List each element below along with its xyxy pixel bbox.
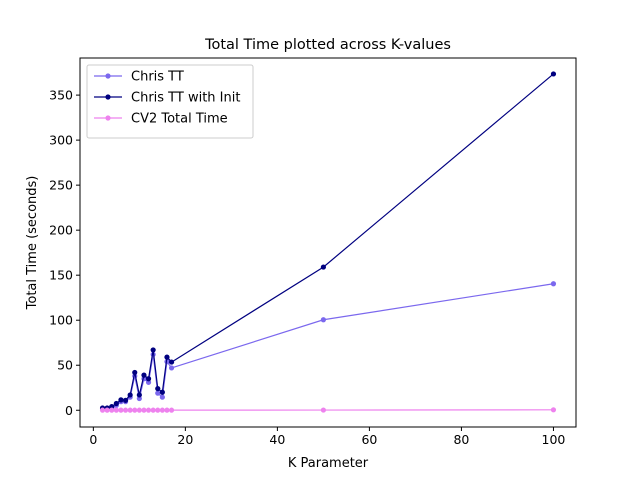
data-point-cv2-total-time (123, 408, 128, 413)
data-point-cv2-total-time (164, 408, 169, 413)
data-point-chris-tt (155, 391, 160, 396)
data-point-cv2-total-time (151, 408, 156, 413)
data-point-cv2-total-time (551, 407, 556, 412)
y-tick-label: 50 (57, 358, 73, 373)
y-tick-label: 200 (49, 223, 73, 238)
x-tick-label: 40 (269, 432, 285, 447)
data-point-cv2-total-time (169, 408, 174, 413)
x-tick-label: 80 (453, 432, 469, 447)
data-point-chris-tt-with-init (146, 376, 151, 381)
data-point-cv2-total-time (160, 408, 165, 413)
y-tick-label: 250 (49, 178, 73, 193)
y-tick-label: 100 (49, 313, 73, 328)
legend-label-cv2-total-time: CV2 Total Time (131, 112, 228, 127)
y-tick-label: 0 (65, 403, 73, 418)
data-point-chris-tt-with-init (155, 386, 160, 391)
data-point-chris-tt-with-init (141, 373, 146, 378)
data-point-cv2-total-time (141, 408, 146, 413)
legend-label-chris-tt: Chris TT (131, 70, 184, 85)
data-point-chris-tt-with-init (114, 401, 119, 406)
legend-label-chris-tt-with-init: Chris TT with Init (131, 91, 240, 106)
data-point-chris-tt-with-init (164, 355, 169, 360)
data-point-chris-tt-with-init (123, 398, 128, 403)
data-point-cv2-total-time (109, 408, 114, 413)
x-tick-label: 0 (89, 432, 97, 447)
y-tick-label: 300 (49, 133, 73, 148)
data-point-cv2-total-time (132, 408, 137, 413)
legend-swatch-marker-chris-tt-with-init (105, 94, 110, 99)
data-point-chris-tt (169, 365, 174, 370)
data-point-cv2-total-time (128, 408, 133, 413)
data-point-chris-tt (321, 317, 326, 322)
data-point-chris-tt-with-init (118, 397, 123, 402)
data-point-chris-tt (160, 395, 165, 400)
data-point-chris-tt (551, 281, 556, 286)
data-point-cv2-total-time (137, 408, 142, 413)
x-axis-label: K Parameter (288, 456, 369, 471)
x-tick-label: 20 (177, 432, 193, 447)
chart-title: Total Time plotted across K-values (204, 37, 451, 53)
data-point-chris-tt-with-init (321, 264, 326, 269)
data-point-cv2-total-time (114, 408, 119, 413)
y-tick-label: 150 (49, 268, 73, 283)
legend-swatch-marker-chris-tt (105, 73, 110, 78)
data-point-chris-tt-with-init (128, 392, 133, 397)
data-point-chris-tt-with-init (169, 359, 174, 364)
y-axis-label: Total Time (seconds) (25, 176, 40, 311)
data-point-cv2-total-time (105, 408, 110, 413)
legend-swatch-marker-cv2-total-time (105, 115, 110, 120)
x-tick-label: 100 (542, 432, 566, 447)
data-point-cv2-total-time (100, 408, 105, 413)
data-point-cv2-total-time (146, 408, 151, 413)
data-point-chris-tt-with-init (151, 347, 156, 352)
legend: Chris TT Chris TT with Init CV2 Total Time (87, 65, 253, 138)
data-point-chris-tt-with-init (137, 392, 142, 397)
y-tick-label: 350 (49, 88, 73, 103)
data-point-cv2-total-time (118, 408, 123, 413)
data-point-chris-tt-with-init (160, 390, 165, 395)
data-point-chris-tt-with-init (551, 71, 556, 76)
data-point-cv2-total-time (155, 408, 160, 413)
x-tick-label: 60 (361, 432, 377, 447)
data-point-chris-tt-with-init (132, 370, 137, 375)
data-point-cv2-total-time (321, 407, 326, 412)
